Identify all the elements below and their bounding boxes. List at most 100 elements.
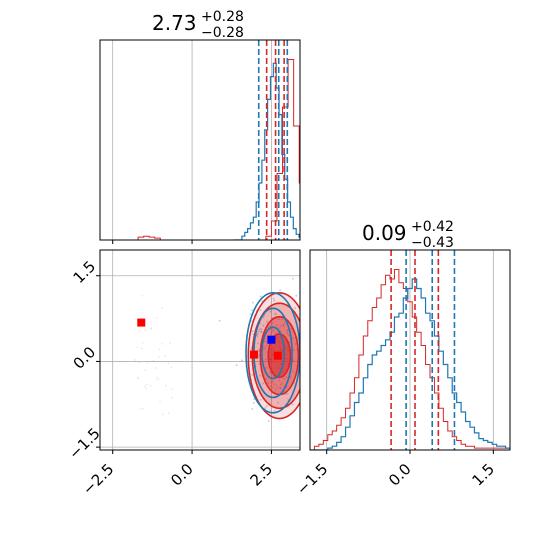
sample-point [161, 343, 163, 345]
sample-point [288, 341, 291, 344]
sample-point [258, 349, 260, 352]
sample-point [269, 310, 272, 313]
sample-point [274, 332, 277, 334]
sample-point [144, 369, 146, 371]
sample-point [252, 333, 254, 336]
sample-point [259, 328, 261, 331]
sample-point [282, 323, 285, 326]
sample-point [262, 316, 265, 318]
sample-point [260, 330, 263, 333]
sample-point [259, 374, 261, 377]
sample-point [279, 386, 282, 389]
sample-point [218, 319, 221, 322]
sample-point [167, 412, 170, 414]
sample-point [155, 377, 158, 379]
sample-point [259, 398, 262, 401]
sample-point [279, 289, 282, 292]
sample-point [287, 334, 290, 337]
sample-point [263, 348, 265, 350]
sample-point [264, 337, 267, 340]
panel-title-value: 0.09 [362, 221, 407, 245]
sample-point [283, 322, 286, 324]
sample-point [145, 383, 148, 386]
sample-point [273, 376, 276, 378]
sample-point [256, 335, 259, 338]
x-tick-label: −2.5 [79, 460, 117, 498]
sample-point [162, 413, 164, 416]
sample-point [286, 330, 289, 333]
sample-point [145, 387, 148, 390]
sample-point [267, 326, 270, 328]
sample-point [314, 352, 316, 354]
sample-point [171, 388, 174, 390]
sample-point [286, 332, 289, 335]
sample-point [270, 384, 273, 387]
sample-point [165, 384, 167, 387]
sample-point [149, 384, 152, 387]
sample-point [251, 408, 254, 410]
sample-point [270, 381, 273, 384]
sample-point [277, 387, 280, 389]
panel-frame [309, 249, 511, 451]
sample-point [270, 331, 273, 334]
sample-point [295, 348, 298, 351]
sample-point [256, 333, 259, 335]
y-tick-label: 0.0 [70, 343, 100, 373]
sample-point [262, 382, 264, 385]
sample-point [155, 367, 157, 369]
contour-blue [261, 326, 285, 380]
histogram-series-red [310, 269, 510, 450]
sample-point [260, 328, 263, 331]
sample-point [266, 320, 268, 323]
histogram-series-blue [233, 62, 300, 240]
panel-frame [99, 39, 301, 241]
histogram-plot-area [310, 250, 510, 450]
sample-point [258, 354, 260, 357]
sample-point [280, 330, 282, 333]
histogram-series-blue [310, 278, 510, 450]
sample-point [265, 344, 268, 347]
sample-point [290, 328, 293, 330]
histogram-series-red [115, 59, 300, 240]
panel-title-minus: −0.43 [411, 235, 454, 251]
sample-point [167, 362, 170, 364]
sample-point [280, 324, 283, 327]
y-tick-label: −1.5 [65, 424, 103, 462]
sample-point [273, 299, 276, 302]
sample-point [262, 324, 265, 327]
sample-point [168, 342, 171, 344]
sample-point [257, 330, 260, 333]
sample-point [144, 329, 147, 332]
sample-point [259, 295, 262, 298]
sample-point [291, 337, 294, 340]
sample-point [241, 359, 243, 362]
sample-point [141, 294, 144, 297]
sample-point [251, 309, 253, 312]
sample-point [152, 360, 155, 362]
sample-point [259, 309, 262, 312]
sample-point [273, 383, 275, 386]
sample-point [158, 348, 161, 351]
sample-point [140, 347, 143, 350]
sample-point [170, 366, 173, 369]
sample-point [159, 400, 161, 403]
sample-point [280, 383, 282, 386]
panel-title-plus: +0.42 [411, 219, 454, 235]
panel-title-plus: +0.28 [201, 9, 244, 25]
sample-point [285, 376, 288, 378]
sample-point [292, 359, 295, 362]
sample-point [258, 363, 261, 365]
sample-point [143, 385, 146, 388]
sample-point [295, 294, 298, 297]
sample-point [271, 322, 274, 325]
sample-point [265, 405, 268, 408]
sample-point [267, 420, 270, 423]
sample-point [294, 343, 297, 345]
sample-point [282, 325, 285, 327]
sample-point [272, 386, 274, 389]
sample-point [265, 340, 268, 343]
sample-point [252, 301, 254, 304]
sample-point [136, 376, 139, 379]
sample-point [142, 408, 144, 410]
sample-point [283, 377, 285, 380]
